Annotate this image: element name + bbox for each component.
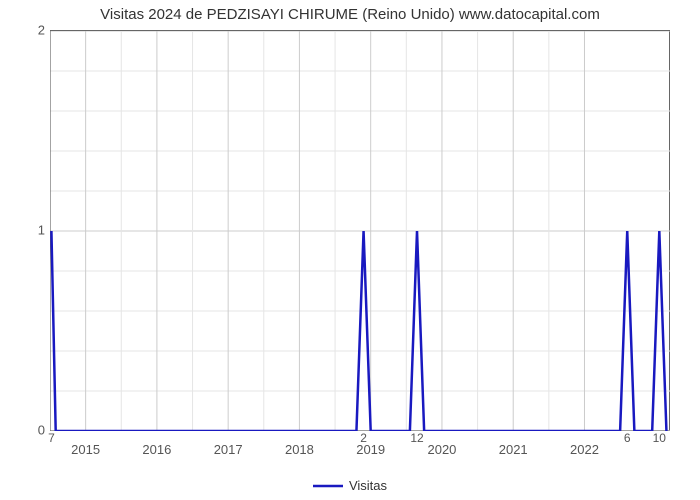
value-label: 12 xyxy=(410,431,423,445)
legend-label: Visitas xyxy=(349,478,387,493)
plot-area xyxy=(50,30,670,430)
plot-svg xyxy=(50,31,670,431)
value-label: 2 xyxy=(360,431,367,445)
legend: Visitas xyxy=(0,478,700,494)
chart-title: Visitas 2024 de PEDZISAYI CHIRUME (Reino… xyxy=(0,6,700,23)
value-label: 7 xyxy=(48,431,55,445)
xtick-label: 2018 xyxy=(285,442,314,457)
xtick-label: 2021 xyxy=(499,442,528,457)
xtick-label: 2020 xyxy=(427,442,456,457)
chart-container: Visitas 2024 de PEDZISAYI CHIRUME (Reino… xyxy=(0,0,700,500)
xtick-label: 2016 xyxy=(142,442,171,457)
ytick-label-1: 1 xyxy=(38,223,45,238)
value-label: 6 xyxy=(624,431,631,445)
ytick-label-0: 0 xyxy=(38,423,45,438)
xtick-label: 2015 xyxy=(71,442,100,457)
legend-line-icon xyxy=(313,479,343,494)
xtick-label: 2022 xyxy=(570,442,599,457)
value-label: 10 xyxy=(653,431,666,445)
ytick-label-2: 2 xyxy=(38,23,45,38)
xtick-label: 2017 xyxy=(214,442,243,457)
